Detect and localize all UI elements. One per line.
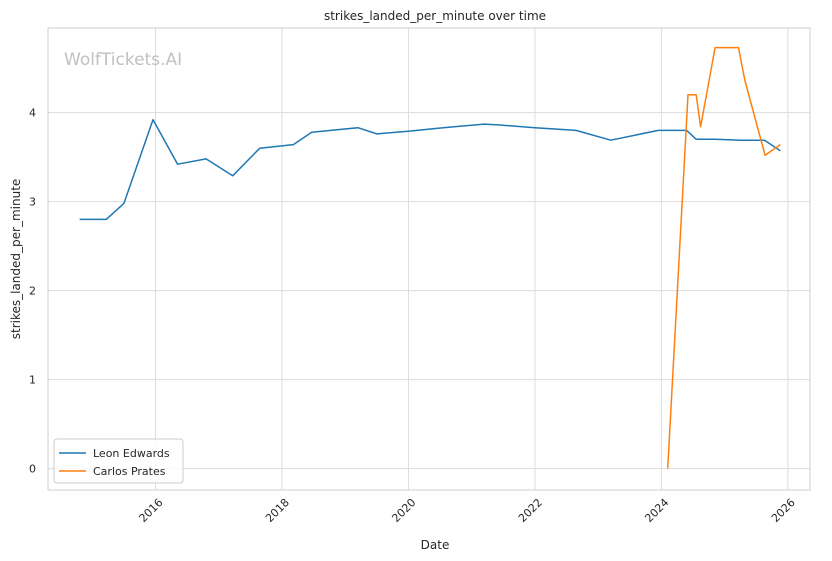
y-tick-label: 2 [29,285,36,298]
legend-label-leon-edwards: Leon Edwards [93,447,170,460]
legend-box [53,438,184,484]
legend-label-carlos-prates: Carlos Prates [93,465,166,478]
legend: Leon Edwards Carlos Prates [53,438,184,484]
chart-title: strikes_landed_per_minute over time [324,9,546,23]
x-tick-label: 2020 [389,496,418,525]
y-tick-label: 1 [29,374,36,387]
x-tick-label: 2018 [263,496,292,525]
x-tick-label: 2016 [137,496,166,525]
series-layer [79,46,781,469]
plot-background [48,28,810,490]
y-axis-label: strikes_landed_per_minute [9,179,23,340]
x-axis-label: Date [421,538,450,552]
x-tick-labels: 2016 2018 2020 2022 2024 2026 [137,496,798,525]
x-tick-label: 2026 [769,496,798,525]
series-line-leon-edwards [79,118,781,221]
watermark: WolfTickets.AI [64,50,182,70]
x-tick-label: 2022 [516,496,545,525]
y-tick-labels: 0 1 2 3 4 [29,107,36,476]
y-tick-label: 4 [29,107,36,120]
x-tick-label: 2024 [642,496,671,525]
series-line-carlos-prates [666,46,781,469]
y-tick-label: 3 [29,196,36,209]
y-tick-label: 0 [29,463,36,476]
plot-frame [47,27,811,491]
